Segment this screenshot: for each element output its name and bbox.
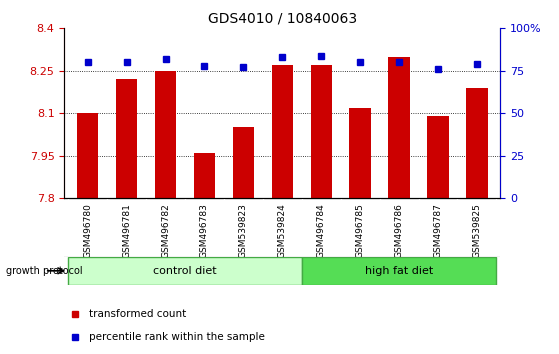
FancyBboxPatch shape [68,257,302,285]
Text: GSM496783: GSM496783 [200,203,209,258]
Text: GSM496781: GSM496781 [122,203,131,258]
Bar [466,88,487,198]
Bar [349,108,371,198]
Text: GSM539825: GSM539825 [472,203,481,258]
Text: GSM496787: GSM496787 [434,203,443,258]
Text: GSM496780: GSM496780 [83,203,92,258]
Bar [116,79,138,198]
Bar [389,57,410,198]
Bar [427,116,449,198]
Text: GSM496782: GSM496782 [161,203,170,258]
Text: control diet: control diet [153,266,217,276]
Text: GSM496786: GSM496786 [395,203,404,258]
Text: GSM496784: GSM496784 [317,203,326,258]
Text: GSM496785: GSM496785 [356,203,364,258]
Title: GDS4010 / 10840063: GDS4010 / 10840063 [208,12,357,26]
Text: GSM539824: GSM539824 [278,203,287,258]
Bar [77,113,98,198]
Bar [194,153,215,198]
Text: GSM539823: GSM539823 [239,203,248,258]
Bar [310,65,332,198]
Text: growth protocol: growth protocol [6,266,82,276]
Bar [233,127,254,198]
Bar [272,65,293,198]
Text: percentile rank within the sample: percentile rank within the sample [89,332,265,342]
Text: high fat diet: high fat diet [365,266,433,276]
Text: transformed count: transformed count [89,309,186,319]
FancyBboxPatch shape [302,257,496,285]
Bar [155,71,176,198]
